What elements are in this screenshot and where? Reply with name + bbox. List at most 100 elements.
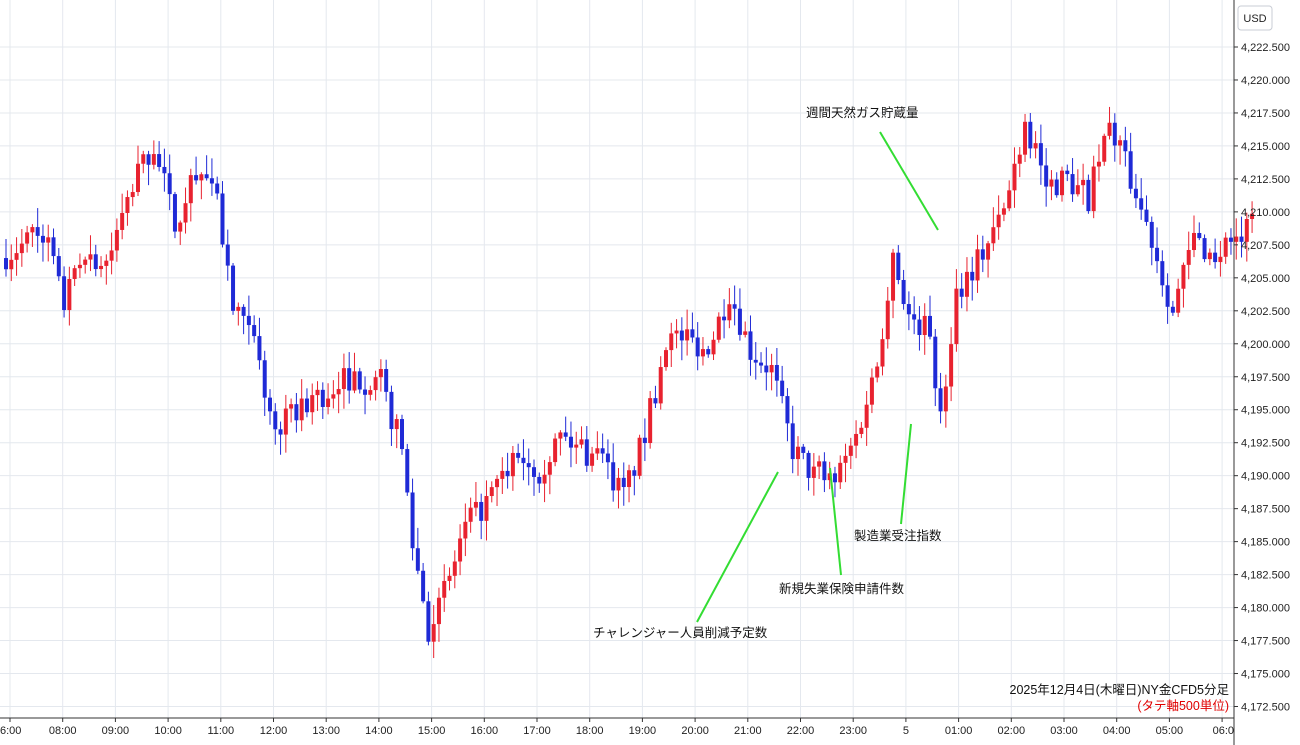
- candle-body: [827, 473, 832, 481]
- candle-body: [943, 386, 948, 412]
- candle: [753, 342, 758, 380]
- candle: [637, 434, 642, 480]
- candle-body: [716, 316, 721, 340]
- candle: [642, 418, 647, 462]
- candle: [14, 237, 19, 276]
- candle: [1038, 124, 1043, 185]
- candle-body: [970, 271, 975, 281]
- candle: [447, 567, 452, 591]
- candle-body: [759, 362, 764, 366]
- candle-body: [56, 256, 61, 277]
- candle-body: [109, 250, 114, 261]
- candle: [1176, 278, 1181, 318]
- candle-body: [1197, 232, 1202, 239]
- x-tick-label: 02:00: [998, 725, 1026, 737]
- candle: [664, 347, 668, 371]
- candle-body: [510, 452, 515, 477]
- candle-body: [1244, 218, 1249, 242]
- candle: [405, 443, 410, 496]
- candle-body: [1118, 140, 1123, 146]
- candle-body: [93, 254, 98, 270]
- candle-body: [843, 455, 848, 463]
- candle-body: [928, 315, 932, 337]
- candle-body: [574, 444, 579, 448]
- candle-body: [1170, 306, 1175, 313]
- candle-body: [732, 304, 737, 309]
- candle-body: [304, 398, 309, 413]
- candle-body: [885, 300, 890, 340]
- candle: [584, 426, 589, 472]
- y-tick-label: 4,192.500: [1241, 438, 1290, 450]
- candle-body: [706, 349, 711, 355]
- candle-body: [542, 474, 547, 484]
- candle-body: [331, 394, 336, 399]
- candle: [1118, 135, 1123, 165]
- candle-body: [532, 467, 536, 477]
- candle-body: [479, 501, 484, 521]
- candle-body: [188, 175, 193, 204]
- candle-body: [442, 580, 447, 598]
- candle: [35, 208, 40, 253]
- candle: [283, 394, 288, 453]
- candle-body: [484, 496, 489, 521]
- candle: [1049, 170, 1054, 201]
- candle-body: [4, 258, 8, 270]
- candle-body: [505, 470, 510, 477]
- candle: [1007, 180, 1012, 212]
- candle: [468, 497, 473, 533]
- candle: [975, 234, 980, 293]
- candle: [273, 403, 278, 445]
- candle: [120, 193, 125, 240]
- x-tick-label: 17:00: [523, 725, 551, 737]
- candle-body: [468, 507, 473, 522]
- unit-badge[interactable]: USD: [1237, 5, 1273, 31]
- candle: [378, 359, 383, 392]
- candle: [347, 352, 352, 404]
- candle: [199, 172, 204, 200]
- candle-body: [204, 174, 209, 179]
- candle-body: [220, 193, 225, 245]
- candle-body: [40, 235, 45, 243]
- candle: [827, 461, 832, 490]
- candle: [505, 452, 510, 489]
- candle: [363, 376, 368, 415]
- candle: [595, 431, 600, 460]
- y-tick-label: 4,200.000: [1241, 339, 1290, 351]
- candle-body: [1049, 179, 1054, 187]
- candle: [178, 220, 183, 245]
- candle-body: [1102, 135, 1107, 162]
- candle-body: [753, 359, 758, 363]
- candle-body: [664, 350, 668, 368]
- candle-body: [1139, 198, 1144, 210]
- candle: [473, 481, 478, 517]
- candle-body: [252, 325, 257, 337]
- candle: [67, 266, 72, 326]
- candle-body: [1239, 236, 1244, 242]
- candle: [352, 352, 357, 394]
- candle-body: [785, 396, 790, 424]
- candle: [732, 285, 737, 326]
- candle: [157, 141, 162, 172]
- candle: [294, 393, 299, 433]
- candle-body: [1096, 161, 1101, 167]
- candle-body: [621, 477, 626, 488]
- candle: [19, 228, 24, 267]
- candle: [188, 168, 193, 222]
- candle: [93, 244, 98, 277]
- candle-body: [463, 521, 468, 539]
- candle-body: [384, 369, 389, 392]
- candle: [859, 421, 864, 439]
- candle: [431, 605, 436, 659]
- candle-body: [1223, 237, 1228, 257]
- candle: [1028, 112, 1033, 159]
- candle-body: [357, 371, 362, 390]
- annotation-gas-storage: 週間天然ガス貯蔵量: [806, 105, 919, 120]
- y-tick-label: 4,172.500: [1241, 702, 1290, 714]
- candle-body: [278, 429, 283, 435]
- candle-body: [1075, 185, 1080, 195]
- candle-body: [1176, 288, 1181, 313]
- y-tick-label: 4,177.500: [1241, 636, 1290, 648]
- candle: [1186, 231, 1191, 280]
- candle: [99, 256, 104, 278]
